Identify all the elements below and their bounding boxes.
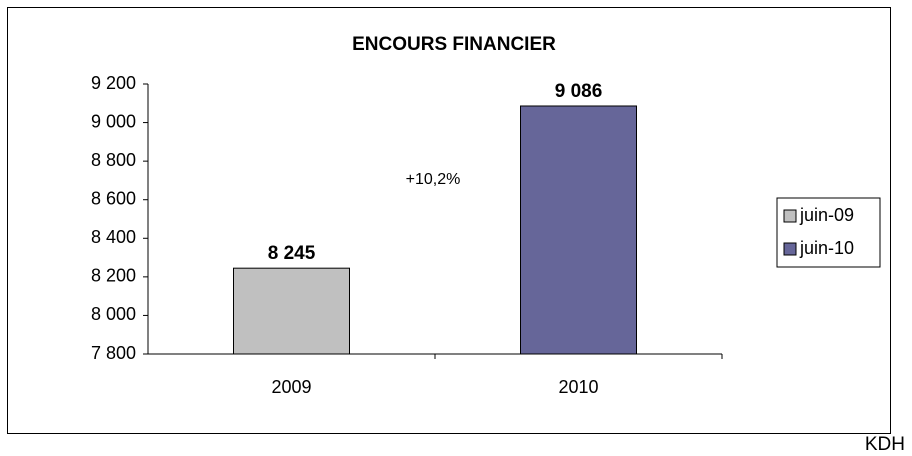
y-tick-label: 8 800: [91, 150, 136, 170]
value-label: 9 086: [555, 81, 603, 102]
x-tick-label: 2009: [271, 377, 311, 397]
bar: [233, 267, 350, 355]
y-tick-label: 7 800: [91, 343, 136, 363]
y-tick-label: 8 400: [91, 227, 136, 247]
x-tick-label: 2010: [558, 377, 598, 397]
y-tick-label: 8 600: [91, 188, 136, 208]
legend-label: juin-10: [799, 238, 854, 258]
annotation: +10,2%: [406, 171, 461, 188]
legend-swatch: [783, 209, 797, 223]
y-tick-label: 8 200: [91, 266, 136, 286]
chart-title: ENCOURS FINANCIER: [352, 34, 556, 55]
bar: [520, 105, 637, 355]
y-tick-label: 8 000: [91, 304, 136, 324]
footer: KDH: [865, 434, 905, 455]
value-label: 8 245: [268, 243, 316, 264]
y-tick-label: 9 000: [91, 111, 136, 131]
legend-label: juin-09: [799, 205, 854, 225]
legend-swatch: [783, 242, 797, 256]
y-tick-label: 9 200: [91, 73, 136, 93]
chart-frame: [7, 7, 891, 434]
